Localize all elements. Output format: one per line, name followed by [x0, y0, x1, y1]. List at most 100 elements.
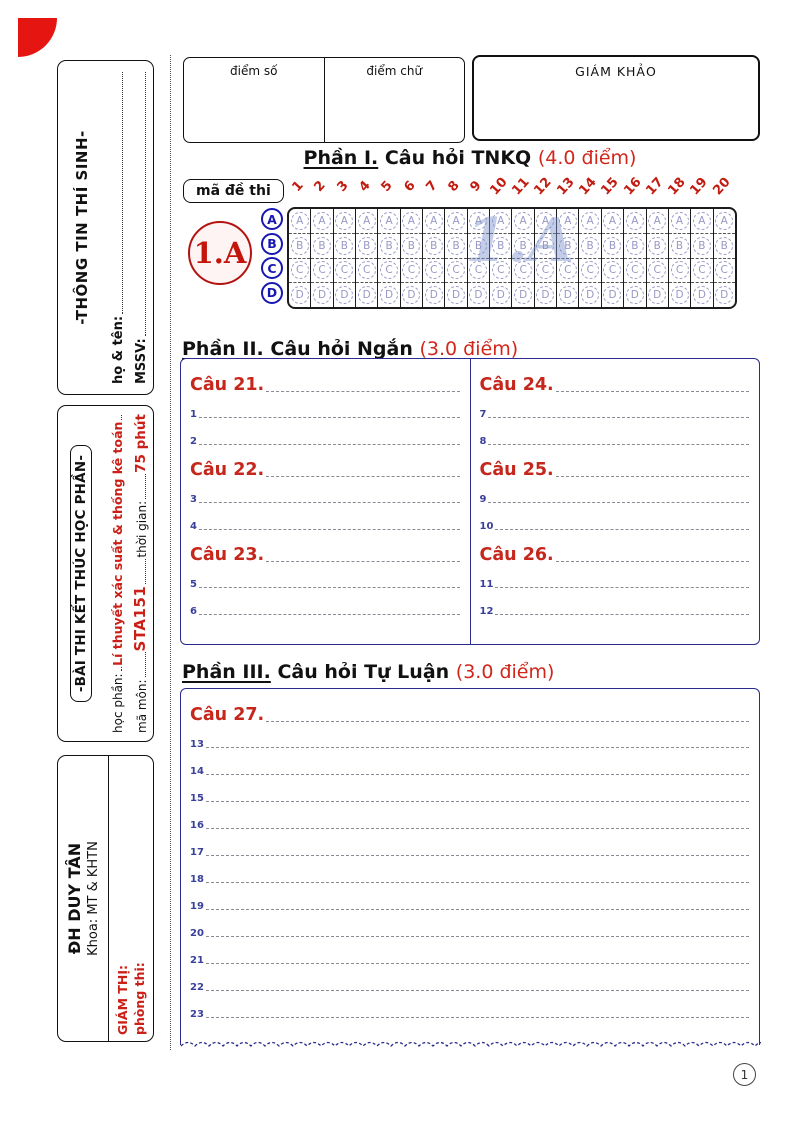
score-number-cell[interactable]: điểm số: [184, 58, 325, 142]
answer-bubble[interactable]: A: [491, 211, 510, 230]
answer-line[interactable]: 9: [480, 493, 749, 505]
answer-bubble[interactable]: B: [692, 236, 711, 255]
answer-bubble[interactable]: D: [692, 286, 711, 305]
answer-bubble[interactable]: B: [625, 236, 644, 255]
answer-bubble[interactable]: B: [670, 236, 689, 255]
answer-bubble[interactable]: C: [625, 261, 644, 280]
answer-bubble[interactable]: C: [648, 261, 667, 280]
answer-bubble[interactable]: A: [335, 211, 354, 230]
answer-bubble[interactable]: D: [357, 286, 376, 305]
answer-bubble[interactable]: A: [536, 211, 555, 230]
answer-bubble[interactable]: D: [290, 286, 309, 305]
answer-bubble[interactable]: C: [335, 261, 354, 280]
answer-line[interactable]: 14: [190, 765, 749, 777]
answer-line[interactable]: 22: [190, 981, 749, 993]
answer-bubble[interactable]: D: [603, 286, 622, 305]
answer-bubble[interactable]: B: [335, 236, 354, 255]
answer-bubble[interactable]: A: [670, 211, 689, 230]
answer-bubble[interactable]: C: [424, 261, 443, 280]
answer-bubble[interactable]: B: [648, 236, 667, 255]
answer-bubble[interactable]: D: [491, 286, 510, 305]
answer-bubble[interactable]: D: [536, 286, 555, 305]
student-name-line[interactable]: họ & tên:: [102, 71, 126, 384]
answer-line[interactable]: 12: [480, 605, 749, 617]
answer-bubble[interactable]: C: [603, 261, 622, 280]
answer-line[interactable]: 16: [190, 819, 749, 831]
answer-bubble[interactable]: B: [469, 236, 488, 255]
answer-bubble[interactable]: C: [670, 261, 689, 280]
answer-bubble[interactable]: D: [424, 286, 443, 305]
answer-bubble[interactable]: B: [603, 236, 622, 255]
answer-bubble[interactable]: A: [603, 211, 622, 230]
answer-line[interactable]: 1: [190, 408, 460, 420]
answer-bubble[interactable]: C: [380, 261, 399, 280]
answer-bubble[interactable]: A: [424, 211, 443, 230]
answer-bubble[interactable]: B: [290, 236, 309, 255]
answer-line[interactable]: 11: [480, 578, 749, 590]
answer-bubble[interactable]: B: [558, 236, 577, 255]
answer-bubble[interactable]: B: [313, 236, 332, 255]
answer-bubble[interactable]: C: [313, 261, 332, 280]
score-word-cell[interactable]: điểm chữ: [325, 58, 465, 142]
answer-line[interactable]: 2: [190, 435, 460, 447]
answer-bubble[interactable]: C: [558, 261, 577, 280]
answer-line[interactable]: 6: [190, 605, 460, 617]
answer-bubble[interactable]: A: [625, 211, 644, 230]
answer-bubble[interactable]: B: [514, 236, 533, 255]
answer-bubble[interactable]: A: [357, 211, 376, 230]
answer-bubble[interactable]: B: [424, 236, 443, 255]
answer-bubble[interactable]: C: [581, 261, 600, 280]
answer-bubble[interactable]: C: [290, 261, 309, 280]
answer-line[interactable]: 21: [190, 954, 749, 966]
answer-bubble[interactable]: D: [469, 286, 488, 305]
answer-bubble[interactable]: B: [357, 236, 376, 255]
answer-bubble[interactable]: C: [536, 261, 555, 280]
answer-line[interactable]: 8: [480, 435, 749, 447]
answer-bubble[interactable]: A: [402, 211, 421, 230]
answer-line[interactable]: 20: [190, 927, 749, 939]
answer-bubble[interactable]: D: [670, 286, 689, 305]
answer-bubble[interactable]: A: [469, 211, 488, 230]
answer-bubble[interactable]: A: [648, 211, 667, 230]
student-id-line[interactable]: MSSV:: [126, 71, 149, 384]
answer-line[interactable]: 23: [190, 1008, 749, 1020]
answer-bubble[interactable]: C: [357, 261, 376, 280]
answer-line[interactable]: 18: [190, 873, 749, 885]
answer-bubble[interactable]: A: [380, 211, 399, 230]
answer-bubble[interactable]: C: [447, 261, 466, 280]
answer-bubble[interactable]: A: [514, 211, 533, 230]
answer-bubble[interactable]: B: [491, 236, 510, 255]
answer-bubble[interactable]: B: [380, 236, 399, 255]
answer-bubble[interactable]: B: [581, 236, 600, 255]
proctor-label[interactable]: GIÁM THỊ:: [114, 964, 130, 1035]
answer-line[interactable]: 17: [190, 846, 749, 858]
answer-bubble[interactable]: D: [648, 286, 667, 305]
answer-bubble[interactable]: A: [715, 211, 734, 230]
answer-bubble[interactable]: B: [536, 236, 555, 255]
answer-bubble[interactable]: D: [715, 286, 734, 305]
answer-bubble[interactable]: D: [558, 286, 577, 305]
answer-line[interactable]: 3: [190, 493, 460, 505]
answer-bubble[interactable]: A: [313, 211, 332, 230]
answer-bubble[interactable]: D: [625, 286, 644, 305]
answer-line[interactable]: 13: [190, 738, 749, 750]
examiner-box[interactable]: GIÁM KHẢO: [472, 55, 760, 141]
answer-bubble[interactable]: B: [447, 236, 466, 255]
answer-bubble[interactable]: C: [469, 261, 488, 280]
answer-bubble[interactable]: C: [402, 261, 421, 280]
answer-bubble[interactable]: D: [380, 286, 399, 305]
answer-bubble[interactable]: D: [335, 286, 354, 305]
answer-bubble[interactable]: C: [514, 261, 533, 280]
answer-line[interactable]: 10: [480, 520, 749, 532]
answer-line[interactable]: 4: [190, 520, 460, 532]
answer-bubble[interactable]: A: [447, 211, 466, 230]
answer-bubble[interactable]: B: [402, 236, 421, 255]
answer-bubble[interactable]: D: [514, 286, 533, 305]
answer-bubble[interactable]: D: [447, 286, 466, 305]
answer-line[interactable]: 7: [480, 408, 749, 420]
answer-bubble[interactable]: A: [558, 211, 577, 230]
answer-bubble[interactable]: D: [581, 286, 600, 305]
room-label[interactable]: phòng thi:: [132, 962, 148, 1035]
answer-bubble[interactable]: B: [715, 236, 734, 255]
answer-line[interactable]: 15: [190, 792, 749, 804]
